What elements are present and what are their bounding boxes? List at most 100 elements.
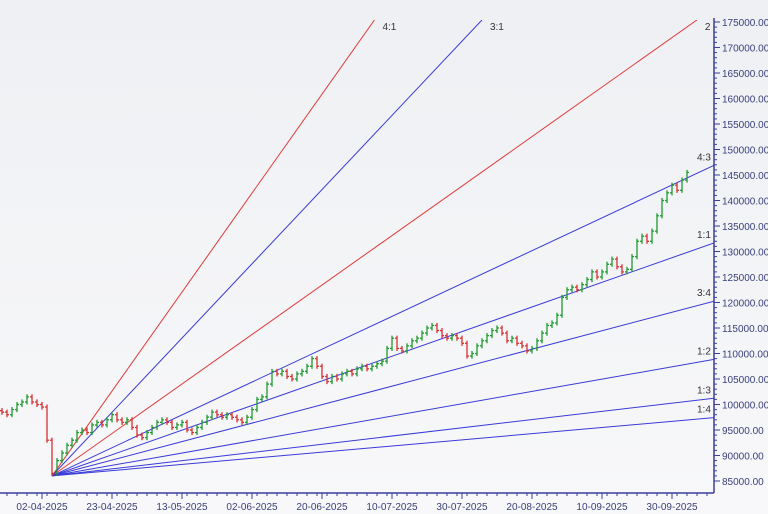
ohlc-bar (420, 330, 424, 341)
ohlc-bar (15, 401, 19, 413)
y-tick-label: 170000.00 (722, 44, 768, 55)
ohlc-bar (240, 417, 244, 425)
ohlc-bar (305, 363, 309, 374)
ohlc-bar (445, 333, 449, 341)
gann-label: 1:3 (697, 385, 711, 396)
ohlc-bar (120, 417, 124, 425)
ohlc-bar (380, 358, 384, 367)
gann-label: 1:2 (697, 346, 711, 357)
ohlc-bar (510, 335, 514, 344)
y-tick-label: 105000.00 (722, 375, 768, 386)
ohlc-bar (130, 417, 134, 430)
ohlc-bar (270, 368, 274, 387)
ohlc-bar (150, 424, 154, 436)
ohlc-bar (565, 287, 569, 300)
ohlc-bar (570, 284, 574, 293)
gann-label: 4:1 (382, 22, 396, 33)
ohlc-bar (300, 368, 304, 377)
ohlc-bar (485, 333, 489, 344)
y-tick-label: 135000.00 (722, 222, 768, 233)
ohlc-bar (95, 419, 99, 428)
gann-line-1-1 (51, 242, 714, 477)
ohlc-bar (145, 430, 149, 441)
ohlc-bar (135, 424, 139, 438)
ohlc-bar (680, 177, 684, 193)
ohlc-bar (615, 256, 619, 270)
ohlc-bar (155, 419, 159, 430)
x-tick-label: 30-07-2025 (436, 502, 488, 513)
ohlc-bar (605, 261, 609, 275)
ohlc-bar (525, 343, 529, 354)
ohlc-bar (140, 432, 144, 441)
ohlc-bar (645, 233, 649, 244)
gann-label: 2 (705, 22, 711, 33)
ohlc-bar (215, 409, 219, 418)
ohlc-bar (40, 401, 44, 410)
ohlc-bar (105, 417, 109, 428)
ohlc-bar (400, 345, 404, 354)
ohlc-bar (685, 169, 689, 183)
ohlc-bar (415, 335, 419, 344)
ohlc-bar (35, 399, 39, 408)
ohlc-bar (455, 333, 459, 341)
ohlc-bar (30, 394, 34, 405)
ohlc-bar (285, 368, 289, 379)
ohlc-bar (545, 322, 549, 336)
ohlc-bar (200, 419, 204, 430)
gann-label: 4:3 (697, 152, 711, 163)
ohlc-bar (390, 335, 394, 351)
ohlc-bar (360, 363, 364, 372)
x-tick-label: 30-09-2025 (646, 502, 698, 513)
y-axis: 85000.00 90000.00 95000.00 100000.00 105000.… (713, 18, 768, 493)
ohlc-bar (70, 437, 74, 448)
ohlc-bar (365, 363, 369, 372)
ohlc-bar (10, 407, 14, 418)
ohlc-bar (665, 190, 669, 204)
price-bars (0, 169, 689, 476)
ohlc-bar (50, 437, 54, 476)
ohlc-bar (320, 363, 324, 379)
ohlc-bar (355, 366, 359, 377)
x-tick-label: 20-08-2025 (506, 502, 558, 513)
ohlc-bar (535, 338, 539, 351)
y-tick-label: 165000.00 (722, 69, 768, 80)
y-tick-label: 125000.00 (722, 273, 768, 284)
ohlc-bar (315, 356, 319, 369)
ohlc-bar (555, 312, 559, 326)
ohlc-bar (345, 368, 349, 377)
y-tick-label: 85000.00 (722, 477, 764, 488)
ohlc-bar (475, 343, 479, 357)
ohlc-bar (575, 284, 579, 293)
ohlc-bar (100, 419, 104, 428)
ohlc-bar (625, 266, 629, 275)
y-tick-label: 95000.00 (722, 426, 764, 437)
ohlc-bar (90, 422, 94, 436)
y-tick-label: 175000.00 (722, 18, 768, 29)
ohlc-bar (620, 264, 624, 275)
ohlc-bar (600, 269, 604, 280)
ohlc-bar (220, 412, 224, 420)
ohlc-bar (480, 338, 484, 349)
ohlc-bar (295, 371, 299, 382)
ohlc-bar (405, 343, 409, 354)
ohlc-bar (495, 325, 499, 334)
ohlc-bar (435, 322, 439, 334)
ohlc-bar (190, 427, 194, 436)
ohlc-bar (75, 430, 79, 443)
ohlc-bar (540, 330, 544, 344)
y-tick-label: 115000.00 (722, 324, 768, 335)
ohlc-bar (330, 373, 334, 385)
ohlc-bar (310, 356, 314, 369)
ohlc-bar (225, 412, 229, 420)
ohlc-bar (180, 419, 184, 428)
ohlc-bar (185, 419, 189, 433)
ohlc-bar (115, 412, 119, 423)
ohlc-bar (385, 345, 389, 364)
gann-line-1-2 (51, 358, 714, 477)
ohlc-bar (325, 373, 329, 385)
ohlc-bar (465, 340, 469, 359)
gann-label: 1:4 (697, 405, 711, 416)
ohlc-bar (550, 320, 554, 328)
y-tick-label: 150000.00 (722, 146, 768, 157)
